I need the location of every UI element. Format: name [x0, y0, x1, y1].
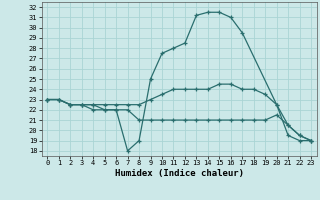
X-axis label: Humidex (Indice chaleur): Humidex (Indice chaleur)	[115, 169, 244, 178]
